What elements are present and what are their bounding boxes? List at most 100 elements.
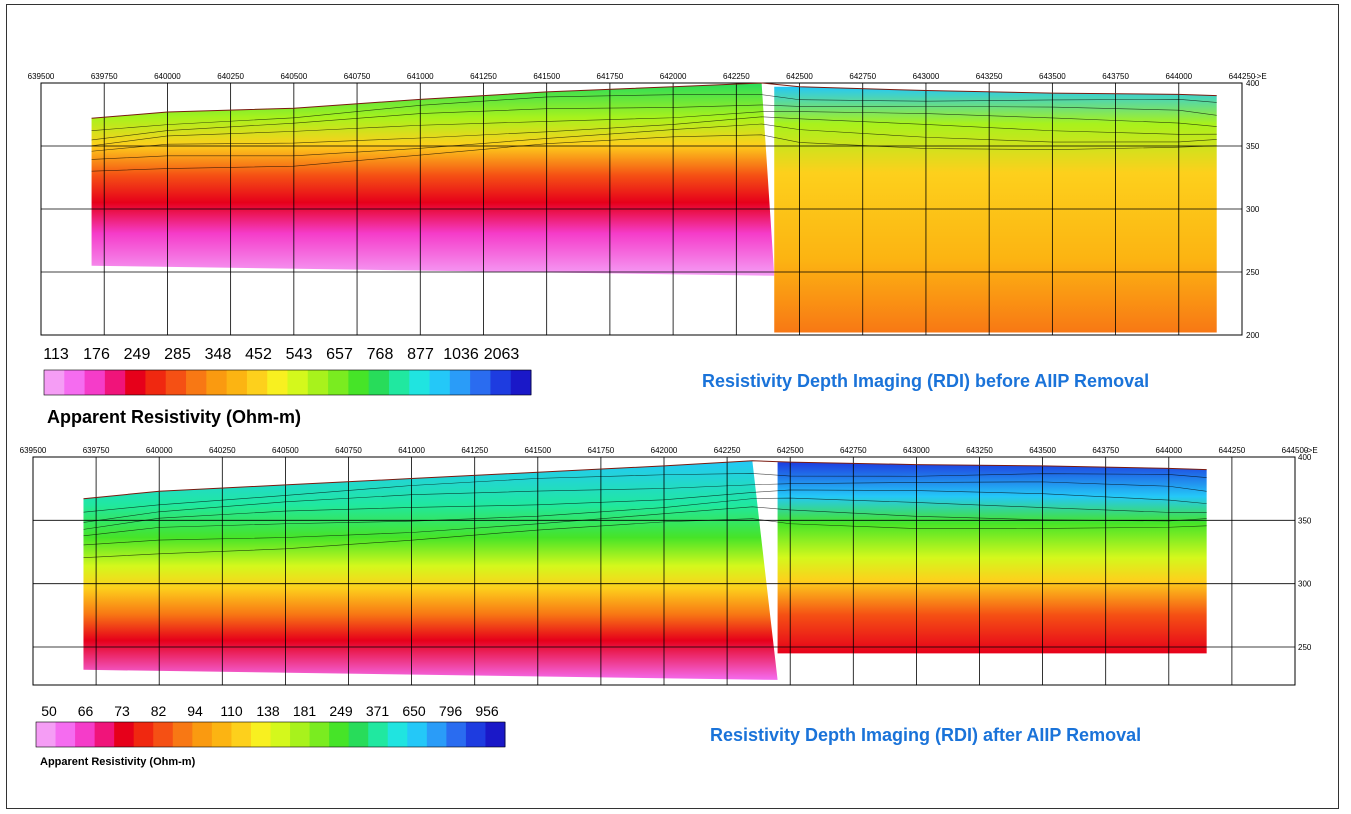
colorbar-swatch [94, 722, 115, 747]
colorbar-swatch [429, 370, 451, 395]
colorbar-swatch [510, 370, 532, 395]
contour-line [91, 134, 1217, 172]
colorbar-label: 650 [402, 703, 426, 719]
x-tick-label: 642000 [651, 446, 678, 455]
x-tick-label: 643500 [1029, 446, 1056, 455]
section-fill-west [83, 460, 778, 680]
x-tick-label: 639750 [83, 446, 110, 455]
colorbar-swatch [387, 722, 408, 747]
colorbar-label: 94 [187, 703, 203, 719]
colorbar-swatch [270, 722, 291, 747]
x-tick-label: 643250 [976, 72, 1003, 81]
colorbar-swatch [211, 722, 232, 747]
colorbar-label: 1036 [443, 346, 479, 363]
colorbar-title-before: Apparent Resistivity (Ohm-m) [47, 407, 301, 427]
grid-after [33, 457, 1295, 685]
x-tick-label: 642750 [849, 72, 876, 81]
colorbar-swatch [309, 722, 330, 747]
colorbar-label: 768 [367, 346, 394, 363]
colorbar-label: 543 [286, 346, 313, 363]
colorbar-swatch [250, 722, 271, 747]
colorbar-swatch [449, 370, 471, 395]
x-tick-label: 641500 [524, 446, 551, 455]
colorbar-swatch [231, 722, 252, 747]
colorbar-border [35, 721, 506, 748]
x-tick-label: 642750 [840, 446, 867, 455]
colorbar-labels-before: 113 176 249 285 348 452 543 657 768 877 1036 2063 [43, 346, 519, 363]
colorbar-label: 249 [124, 346, 151, 363]
colorbar-swatch [348, 722, 369, 747]
chart-title-before: Resistivity Depth Imaging (RDI) before A… [702, 371, 1149, 391]
contour-line [83, 481, 1207, 523]
colorbar-label: 82 [151, 703, 167, 719]
x-tick-label: 639750 [91, 72, 118, 81]
colorbar-label: 956 [475, 703, 499, 719]
colorbar-label: 2063 [484, 346, 520, 363]
y-tick-label: 300 [1246, 205, 1260, 214]
section-fill-east [777, 462, 1207, 654]
x-tick-label: 641750 [597, 72, 624, 81]
colorbar-label: 285 [164, 346, 191, 363]
colorbar-label: 110 [220, 703, 243, 719]
x-tick-label: 642500 [786, 72, 813, 81]
colorbar-swatch [409, 370, 431, 395]
colorbar-swatch [192, 722, 213, 747]
panel-before: 639500 639750 640000 640250 640500 640750 6410… [28, 72, 1267, 427]
x-tick-label: 640500 [272, 446, 299, 455]
x-tick-label: 640250 [217, 72, 244, 81]
resistivity-section-after [83, 460, 1207, 680]
x-tick-label: 641250 [470, 72, 497, 81]
colorbar-swatch [133, 722, 154, 747]
colorbar-swatch [328, 370, 349, 395]
x-tick-label: 642000 [660, 72, 687, 81]
x-tick-label: 644250 [1219, 446, 1246, 455]
colorbar-swatch [470, 370, 491, 395]
x-tick-label: 641750 [588, 446, 615, 455]
contour-line [83, 473, 1207, 513]
x-tick-label: 643750 [1092, 446, 1119, 455]
colorbar-swatch [36, 722, 57, 747]
x-tick-label: 644250 [1229, 72, 1256, 81]
x-tick-label: 641250 [461, 446, 488, 455]
colorbar-label: 877 [407, 346, 434, 363]
colorbar-label: 138 [256, 703, 280, 719]
x-tick-label: 641000 [398, 446, 425, 455]
x-tick-label: 642250 [723, 72, 750, 81]
x-tick-label: 641000 [407, 72, 434, 81]
colorbar-swatch [465, 722, 486, 747]
colorbar-before [43, 369, 532, 396]
x-axis-label-after: ->E [1305, 446, 1318, 455]
colorbar-swatch [145, 370, 167, 395]
colorbar-swatch [172, 722, 193, 747]
x-tick-labels-after: 639500 639750 640000 640250 640500 640750 6410… [20, 446, 1309, 455]
grid-before [41, 83, 1242, 335]
contour-line [83, 489, 1207, 530]
colorbar-label: 249 [329, 703, 353, 719]
surface-line [83, 460, 1207, 500]
y-tick-label: 250 [1246, 268, 1260, 277]
colorbar-swatch [75, 722, 96, 747]
x-tick-label: 642500 [777, 446, 804, 455]
colorbar-swatch [348, 370, 370, 395]
x-tick-label: 643000 [913, 72, 940, 81]
colorbar-swatch [426, 722, 447, 747]
surface-line-before [91, 82, 1217, 119]
contour-line [91, 123, 1217, 160]
colorbar-swatch [55, 722, 76, 747]
colorbar-swatch [64, 370, 86, 395]
x-tick-label: 640500 [280, 72, 307, 81]
colorbar-swatch [485, 722, 506, 747]
resistivity-section-before [91, 83, 1217, 333]
colorbar-labels-after: 50 66 73 82 94 110 138 181 249 371 650 796 956 [41, 703, 499, 719]
x-tick-labels-before: 639500 639750 640000 640250 640500 640750 6410… [28, 72, 1256, 81]
colorbar-swatch [186, 370, 207, 395]
x-tick-label: 639500 [28, 72, 55, 81]
y-tick-label: 350 [1246, 142, 1260, 151]
colorbar-swatch [446, 722, 467, 747]
x-tick-label: 641500 [533, 72, 560, 81]
section-fill-east [774, 86, 1217, 333]
contour-line [83, 497, 1207, 537]
colorbar-swatch [226, 370, 248, 395]
x-tick-label: 644500 [1282, 446, 1309, 455]
